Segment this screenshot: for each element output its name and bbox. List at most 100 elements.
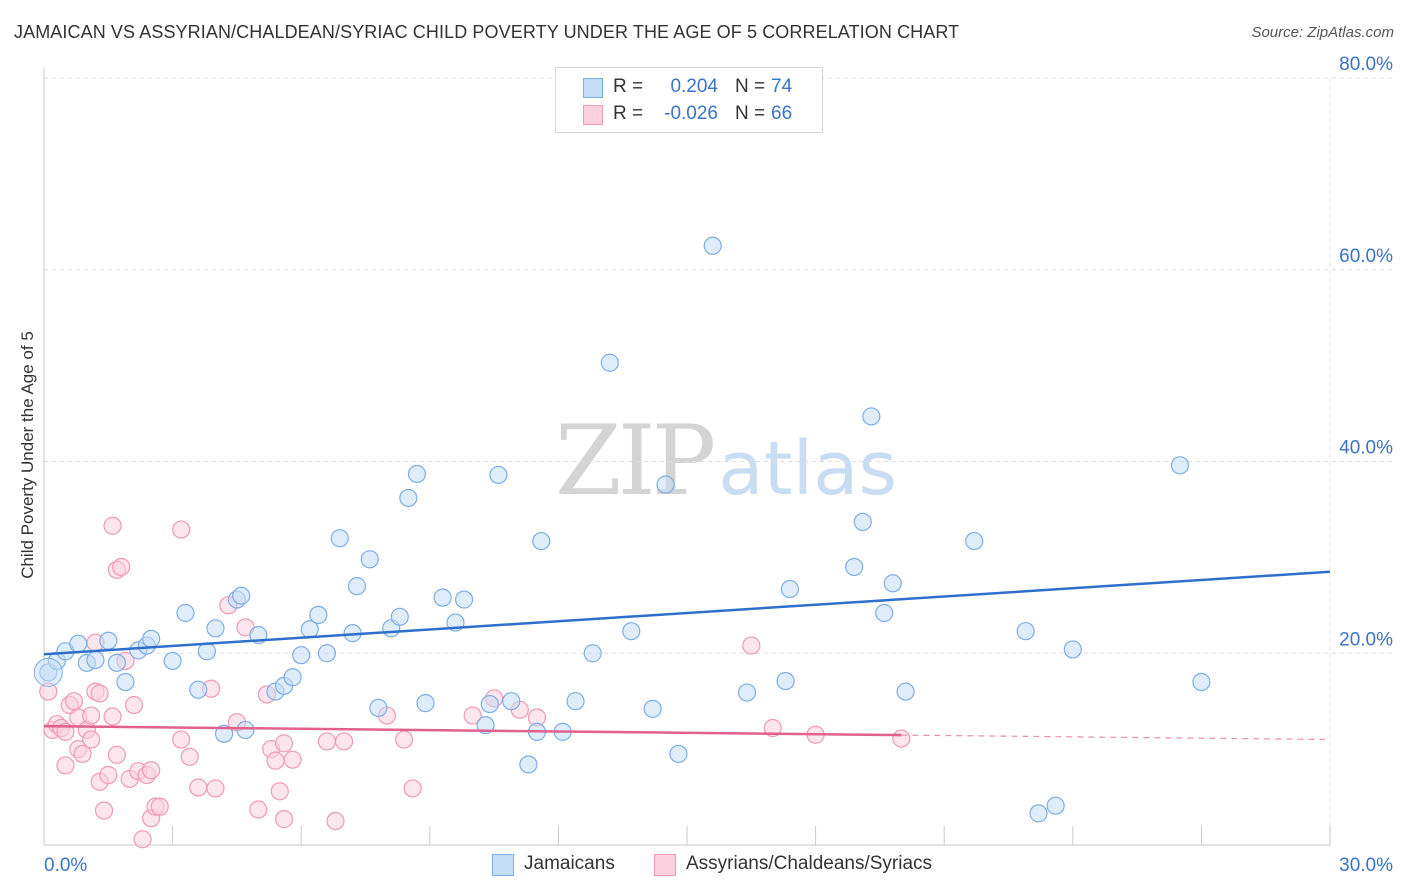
jamaicans-point <box>433 588 452 607</box>
assyrians-point <box>112 557 131 577</box>
assyrians-point <box>56 756 75 775</box>
jamaicans-point <box>737 683 757 702</box>
x-tick-label: 0.0% <box>44 855 87 876</box>
assyrians-point <box>124 695 144 715</box>
jamaicans-point <box>583 644 602 663</box>
jamaicans-point <box>142 629 161 648</box>
jamaicans-point <box>965 531 984 551</box>
legend-label-assyrians: Assyrians/Chaldeans/Syriacs <box>686 853 933 874</box>
legend-row-assyrians: R = -0.026 N = 66 <box>556 100 822 128</box>
jamaicans-point <box>502 692 521 711</box>
assyrians-point <box>266 751 285 770</box>
jamaicans-point <box>1046 796 1065 815</box>
jamaicans-point <box>99 631 118 650</box>
jamaicans-point <box>369 698 388 717</box>
jamaicans-point <box>163 651 182 671</box>
assyrians-point <box>103 516 122 535</box>
y-tick-label: 60.0% <box>1339 246 1393 267</box>
jamaicans-point <box>1016 622 1035 641</box>
assyrians-point <box>763 718 782 738</box>
legend-row-jamaicans: R = 0.204 N = 74 <box>556 73 822 101</box>
assyrians-point <box>142 761 161 780</box>
legend-n-label: N = <box>735 76 766 97</box>
assyrians-point <box>892 729 911 748</box>
legend-n-value: 66 <box>771 103 793 124</box>
assyrians-point <box>274 810 294 829</box>
jamaicans-point <box>862 407 881 426</box>
jamaicans-point <box>360 550 379 569</box>
jamaicans-point <box>669 744 688 764</box>
jamaicans-point <box>566 692 585 711</box>
assyrians-point <box>180 747 199 766</box>
jamaicans-point <box>1192 672 1211 692</box>
legend-swatch-assyrians <box>583 105 603 125</box>
jamaicans-point <box>283 668 302 687</box>
jamaicans-point <box>86 650 105 670</box>
assyrians-point <box>90 684 109 703</box>
assyrians-point <box>270 782 289 801</box>
assyrians-point <box>150 797 169 816</box>
jamaicans-point <box>176 603 195 623</box>
axes <box>43 68 1331 846</box>
jamaicans-point <box>189 680 208 699</box>
assyrians-point <box>82 730 101 749</box>
tick-labels: 20.0% 40.0% 60.0% 80.0% 0.0% 30.0% <box>44 54 1393 876</box>
x-tick-label: 30.0% <box>1339 855 1393 876</box>
series-jamaicans-points <box>33 236 1211 823</box>
legend-n-label: N = <box>735 103 766 124</box>
legend-r-label: R = <box>613 76 644 97</box>
assyrians-point <box>172 520 191 539</box>
jamaicans-point <box>330 529 349 548</box>
legend-r-value: 0.204 <box>670 76 718 97</box>
legend-swatch-jamaicans <box>583 78 603 98</box>
assyrians-point <box>172 730 191 749</box>
assyrians-point <box>283 750 302 769</box>
jamaicans-point <box>214 724 234 743</box>
trend-lines <box>43 570 1331 741</box>
assyrians-point <box>103 707 122 726</box>
jamaicans-point <box>69 634 88 653</box>
y-tick-label: 20.0% <box>1339 629 1393 650</box>
assyrians-point <box>107 745 126 764</box>
jamaicans-point <box>896 682 915 701</box>
jamaicans-point <box>656 475 675 494</box>
assyrians-point <box>249 800 268 819</box>
jamaicans-point <box>622 622 641 641</box>
jamaicans-point <box>883 574 902 593</box>
jamaicans-point <box>116 672 135 692</box>
jamaicans-point <box>875 603 894 623</box>
jamaicans-point <box>347 577 367 596</box>
assyrians-point <box>463 706 482 725</box>
jamaicans-point <box>206 619 225 638</box>
chart-title: JAMAICAN VS ASSYRIAN/CHALDEAN/SYRIAC CHI… <box>14 22 960 42</box>
jamaicans-point <box>776 671 795 691</box>
assyrians-point <box>742 636 761 655</box>
jamaicans-point <box>454 590 474 609</box>
y-tick-label: 40.0% <box>1339 438 1393 459</box>
assyrians-point <box>64 692 84 711</box>
jamaicans-point <box>1170 456 1190 475</box>
jamaicans-point <box>292 646 311 665</box>
assyrians-point <box>334 732 354 751</box>
jamaicans-point <box>780 579 799 599</box>
jamaicans-point <box>480 694 499 714</box>
y-tick-label: 80.0% <box>1339 54 1393 75</box>
assyrians-point <box>82 706 101 725</box>
assyrians-point <box>94 801 114 820</box>
legend-n-value: 74 <box>771 76 793 97</box>
jamaicans-point <box>600 353 619 372</box>
jamaicans-point <box>703 236 722 255</box>
assyrians-point <box>189 778 208 797</box>
jamaicans-point <box>309 605 328 625</box>
assyrians-point <box>394 730 414 749</box>
assyrians-point <box>403 779 422 798</box>
legend-label-jamaicans: Jamaicans <box>524 853 615 874</box>
jamaicans-point <box>853 512 872 532</box>
source-label: Source: ZipAtlas.com <box>1251 24 1394 41</box>
jamaicans-point <box>107 653 126 672</box>
jamaicans-point <box>1063 640 1082 659</box>
jamaicans-point <box>390 607 409 626</box>
series-assyrians-points <box>39 516 911 849</box>
assyrians-point <box>99 765 118 785</box>
